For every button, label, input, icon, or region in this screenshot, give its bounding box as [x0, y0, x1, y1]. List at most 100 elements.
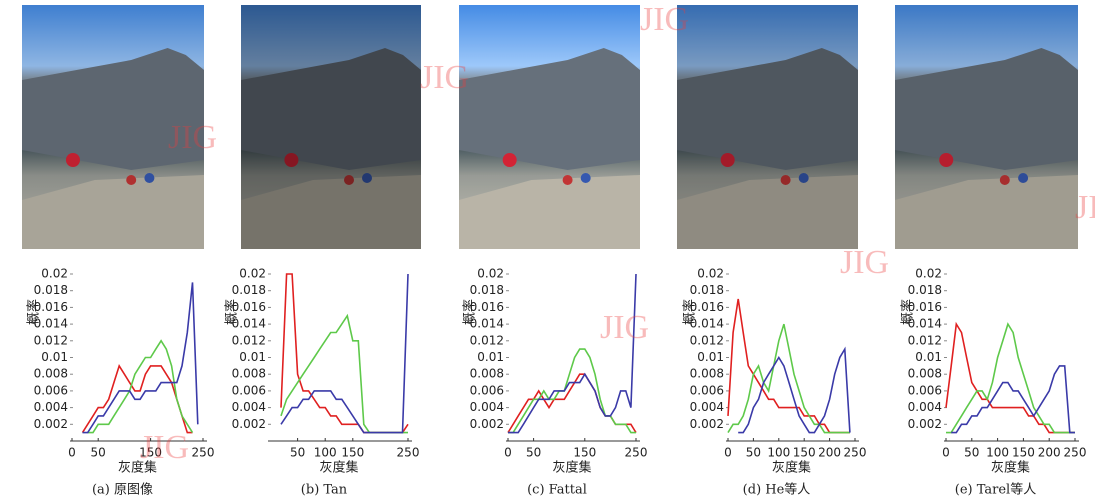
histogram-line — [738, 349, 850, 433]
histogram-line — [508, 349, 636, 433]
y-tick-label: 0.018 — [232, 283, 266, 297]
person — [284, 153, 298, 167]
caption: (a) 原图像 — [92, 483, 153, 498]
person — [1018, 173, 1028, 183]
x-tick-label: 250 — [192, 446, 215, 460]
y-tick-label: 0.02 — [915, 267, 942, 281]
person — [1000, 175, 1010, 185]
y-tick-label: 0.02 — [239, 267, 266, 281]
histogram-line — [728, 299, 850, 433]
photo — [895, 5, 1078, 249]
caption: (b) Tan — [301, 483, 348, 498]
y-tick-label: 0.02 — [477, 267, 504, 281]
x-axis-label: 灰度集 — [552, 460, 591, 476]
watermark: JIG — [168, 119, 217, 156]
x-tick-label: 0 — [724, 446, 732, 460]
x-tick-label: 250 — [625, 446, 648, 460]
person — [781, 175, 791, 185]
histogram-line — [946, 324, 1075, 433]
x-tick-label: 150 — [1012, 446, 1035, 460]
y-tick-label: 0.004 — [690, 400, 724, 414]
y-tick-label: 0.008 — [34, 367, 68, 381]
x-tick-label: 250 — [1064, 446, 1087, 460]
histogram-line — [281, 316, 408, 433]
y-tick-label: 0.02 — [697, 267, 724, 281]
x-tick-label: 150 — [573, 446, 596, 460]
histogram-line — [88, 341, 193, 433]
person — [144, 173, 154, 183]
y-tick-label: 0.012 — [908, 333, 942, 347]
y-tick-label: 0.018 — [470, 283, 504, 297]
person — [126, 175, 136, 185]
y-tick-label: 0.002 — [690, 417, 724, 431]
y-tick-label: 0.006 — [470, 383, 504, 397]
y-tick-label: 0.006 — [232, 383, 266, 397]
watermark: JIG — [600, 309, 649, 346]
y-axis-label: 概率 — [26, 299, 42, 325]
x-tick-label: 50 — [964, 446, 979, 460]
y-tick-label: 0.004 — [908, 400, 942, 414]
y-tick-label: 0.008 — [690, 367, 724, 381]
x-tick-label: 150 — [341, 446, 364, 460]
y-tick-label: 0.02 — [41, 267, 68, 281]
x-tick-label: 250 — [397, 446, 420, 460]
histogram-line — [728, 324, 850, 433]
y-tick-label: 0.008 — [232, 367, 266, 381]
y-tick-label: 0.006 — [690, 383, 724, 397]
x-tick-label: 200 — [1038, 446, 1061, 460]
histogram-line — [946, 324, 1075, 433]
y-axis-label: 概率 — [682, 299, 698, 325]
x-tick-label: 100 — [314, 446, 337, 460]
x-tick-label: 250 — [844, 446, 867, 460]
y-tick-label: 0.002 — [908, 417, 942, 431]
person — [344, 175, 354, 185]
y-tick-label: 0.012 — [232, 333, 266, 347]
y-tick-label: 0.004 — [34, 400, 68, 414]
person — [799, 173, 809, 183]
y-tick-label: 0.002 — [34, 417, 68, 431]
x-tick-label: 100 — [767, 446, 790, 460]
y-tick-label: 0.002 — [232, 417, 266, 431]
x-tick-label: 0 — [68, 446, 76, 460]
y-tick-label: 0.004 — [470, 400, 504, 414]
person — [563, 175, 573, 185]
watermark: JIG — [140, 429, 189, 466]
y-tick-label: 0.01 — [477, 350, 504, 364]
histogram-line — [281, 274, 408, 433]
person — [721, 153, 735, 167]
person — [939, 153, 953, 167]
y-tick-label: 0.018 — [908, 283, 942, 297]
person — [503, 153, 517, 167]
watermark: JIG — [840, 244, 889, 281]
figure: 0.0020.0040.0060.0080.010.0120.0140.0160… — [0, 0, 1095, 501]
photo — [459, 5, 640, 249]
watermark: JIG — [640, 1, 689, 38]
y-tick-label: 0.01 — [697, 350, 724, 364]
x-axis-label: 灰度集 — [319, 460, 358, 476]
y-tick-label: 0.01 — [915, 350, 942, 364]
y-tick-label: 0.004 — [232, 400, 266, 414]
caption: (d) He等人 — [743, 482, 811, 498]
chart: 0.0020.0040.0060.0080.010.0120.0140.0160… — [224, 267, 420, 498]
y-axis-label: 概率 — [462, 299, 478, 325]
person — [581, 173, 591, 183]
x-tick-label: 50 — [526, 446, 541, 460]
x-tick-label: 50 — [746, 446, 761, 460]
x-axis-label: 灰度集 — [991, 460, 1030, 476]
x-axis-label: 灰度集 — [772, 460, 811, 476]
y-tick-label: 0.006 — [908, 383, 942, 397]
y-tick-label: 0.006 — [34, 383, 68, 397]
y-axis-label: 概率 — [900, 299, 916, 325]
x-tick-label: 0 — [504, 446, 512, 460]
x-tick-label: 100 — [986, 446, 1009, 460]
chart: 0.0020.0040.0060.0080.010.0120.0140.0160… — [682, 267, 867, 498]
y-axis-label: 概率 — [224, 299, 240, 325]
chart: 0.0020.0040.0060.0080.010.0120.0140.0160… — [900, 267, 1087, 498]
caption: (e) Tarel等人 — [955, 482, 1036, 498]
y-tick-label: 0.008 — [908, 367, 942, 381]
person — [362, 173, 372, 183]
y-tick-label: 0.008 — [470, 367, 504, 381]
x-tick-label: 200 — [818, 446, 841, 460]
photo — [241, 5, 421, 249]
person — [66, 153, 80, 167]
